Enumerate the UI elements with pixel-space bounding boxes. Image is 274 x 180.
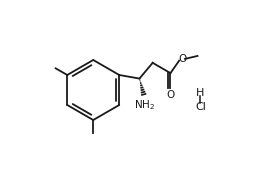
Text: O: O	[179, 54, 187, 64]
Text: O: O	[166, 90, 175, 100]
Text: H: H	[196, 88, 205, 98]
Text: NH$_2$: NH$_2$	[134, 98, 155, 112]
Text: Cl: Cl	[195, 102, 206, 112]
